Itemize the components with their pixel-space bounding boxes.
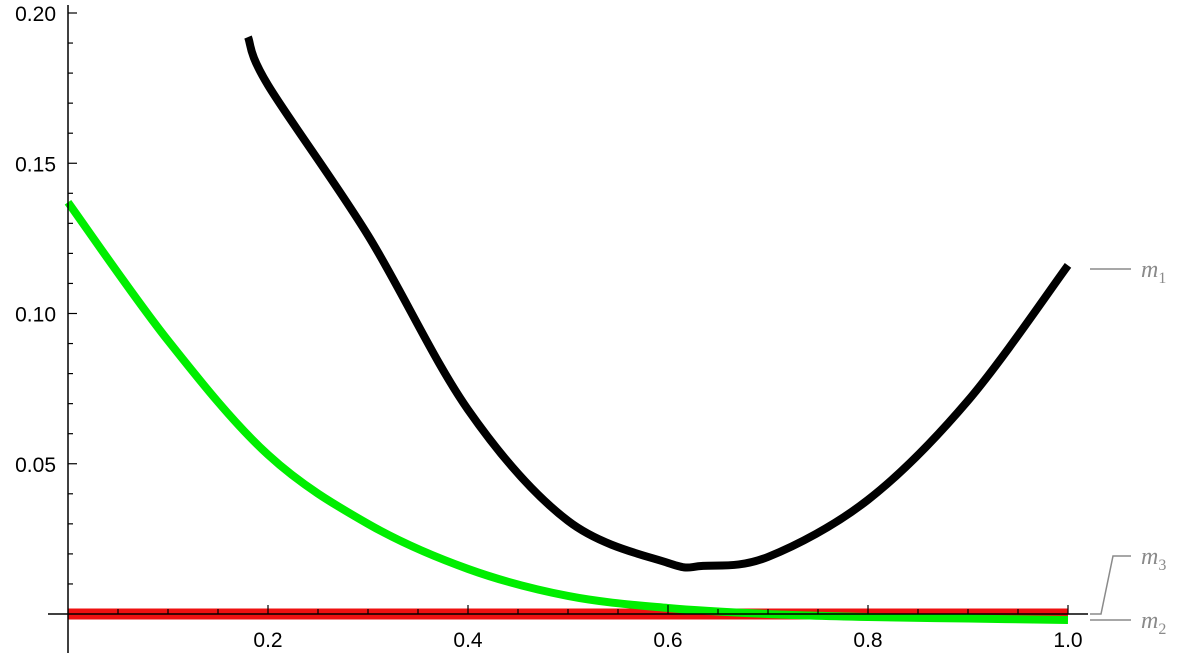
x-tick-label: 0.2 — [253, 629, 282, 652]
y-tick-label: 0.20 — [15, 3, 56, 26]
series-label-subscript: 2 — [1158, 621, 1166, 638]
series-label-main: m — [1141, 257, 1158, 283]
series-label-main: m — [1141, 608, 1158, 634]
x-tick-label: 0.6 — [653, 629, 682, 652]
y-tick-label: 0.15 — [15, 153, 56, 176]
series-label-m2: m2 — [1141, 608, 1166, 638]
curves — [64, 35, 1072, 625]
series-label-m3: m3 — [1141, 544, 1166, 574]
series-label-subscript: 3 — [1158, 557, 1166, 574]
series-label-m1: m1 — [1141, 257, 1166, 287]
y-tick-label: 0.05 — [15, 454, 56, 477]
series-label-subscript: 1 — [1158, 270, 1166, 287]
x-tick-label: 0.8 — [853, 629, 882, 652]
series-m3-line — [64, 199, 1069, 625]
series-label-main: m — [1141, 544, 1158, 570]
x-tick-label: 0.4 — [453, 629, 483, 652]
series-m1-line — [244, 35, 1072, 572]
y-tick-label: 0.10 — [15, 304, 56, 327]
x-tick-label: 1.0 — [1053, 629, 1082, 652]
label-leader-m3 — [1090, 555, 1131, 615]
axes: 0.2 0.4 0.6 0.8 1.0 0.05 0.10 0.15 0.20 — [15, 3, 1088, 653]
